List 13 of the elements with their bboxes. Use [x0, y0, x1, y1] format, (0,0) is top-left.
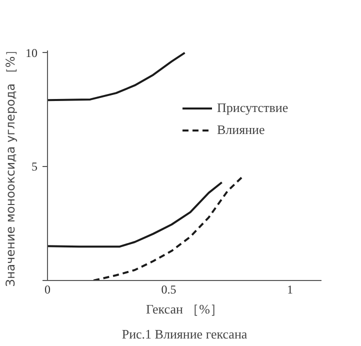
legend-label: Присутствие [217, 100, 288, 116]
line-series [48, 181, 223, 248]
text: Рис.1 Влияние гексана [122, 326, 248, 342]
x-tick-label: 1 [286, 282, 293, 296]
legend-label: Влияние [217, 122, 265, 138]
y-axis-title: Значение монооксида углерода ［%］ [4, 44, 18, 287]
y-tick-label: 10 [26, 46, 38, 60]
y-tick-label: 5 [32, 160, 38, 174]
line-series [92, 174, 245, 280]
line-series [48, 52, 186, 102]
x-tick-label: 0.5 [161, 282, 176, 296]
x-tick-label: 0 [44, 282, 50, 296]
x-axis-title: Гексан ［%］ [146, 302, 224, 316]
